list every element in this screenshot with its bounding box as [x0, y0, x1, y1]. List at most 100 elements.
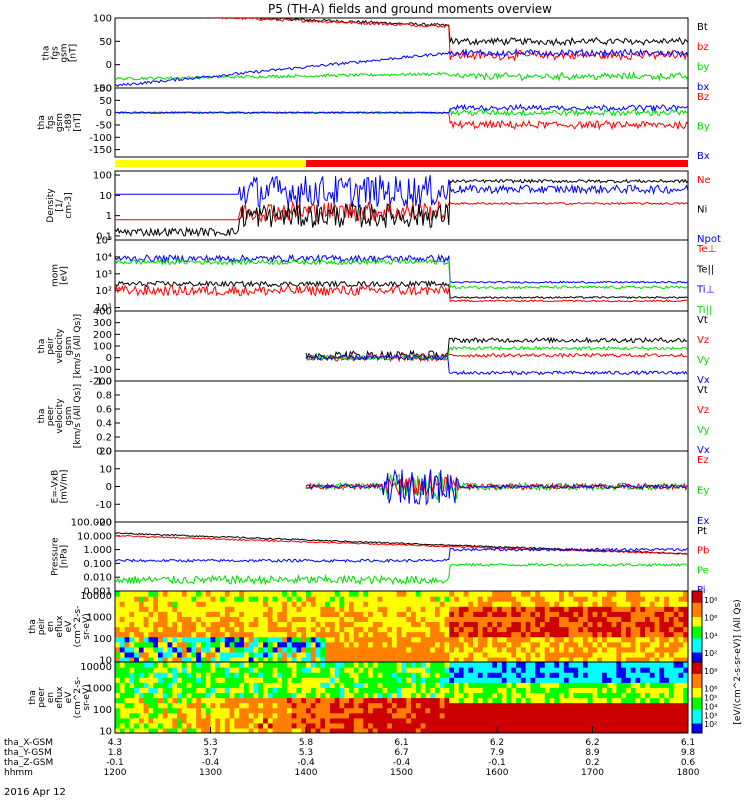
spectrogram-cell	[444, 601, 450, 607]
spectrogram-cell	[449, 702, 455, 709]
spectrogram-cell	[186, 682, 193, 688]
spectrogram-cell	[597, 692, 603, 699]
spectrogram-cell	[492, 596, 498, 602]
spectrogram-cell	[664, 667, 670, 673]
spectrogram-cell	[602, 621, 608, 628]
spectrogram-cell	[635, 651, 641, 658]
spectrogram-cell	[282, 662, 288, 668]
spectrogram-cell	[430, 697, 436, 704]
spectrogram-cell	[535, 591, 541, 597]
spectrogram-cell	[554, 662, 560, 668]
spectrogram-cell	[167, 672, 173, 678]
spectrogram-cell	[372, 611, 379, 617]
spectrogram-cell	[234, 656, 240, 662]
spectrogram-cell	[535, 682, 541, 688]
spectrogram-cell	[635, 727, 641, 733]
spectrogram-cell	[310, 682, 317, 688]
spectrogram-cell	[554, 611, 560, 617]
spectrogram-cell	[683, 662, 688, 668]
spectrogram-cell	[439, 697, 446, 704]
spectrogram-cell	[239, 646, 245, 653]
spectrogram-cell	[539, 712, 546, 719]
spectrogram-cell	[363, 722, 369, 729]
spectrogram-cell	[434, 722, 441, 729]
spectrogram-cell	[492, 722, 498, 729]
spectrogram-cell	[353, 727, 360, 733]
spectrogram-cell	[668, 631, 675, 638]
spectrogram-cell	[401, 636, 407, 643]
spectrogram-cell	[539, 606, 546, 612]
spectrogram-cell	[119, 712, 126, 719]
spectrogram-cell	[134, 662, 140, 668]
spectrogram-cell	[186, 667, 193, 673]
spectrogram-cell	[200, 596, 207, 602]
spectrogram-cell	[177, 692, 183, 699]
spectrogram-cell	[306, 722, 312, 729]
spectrogram-cell	[387, 616, 393, 623]
spectrogram-cell	[229, 682, 235, 688]
spectrogram-cell	[134, 591, 140, 597]
spectrogram-cell	[463, 667, 469, 673]
spectrogram-cell	[411, 596, 417, 602]
spectrogram-cell	[602, 692, 608, 699]
spectrogram-cell	[210, 641, 216, 648]
spectrogram-cell	[286, 611, 293, 617]
spectrogram-cell	[563, 651, 570, 658]
spectrogram-cell	[549, 626, 555, 633]
spectrogram-cell	[430, 682, 436, 688]
spectrogram-cell	[592, 626, 598, 633]
spectrogram-cell	[229, 667, 235, 673]
spectrogram-cell	[458, 677, 465, 683]
spectrogram-cell	[253, 677, 259, 683]
spectrogram-cell	[616, 651, 622, 658]
spectrogram-cell	[210, 651, 216, 658]
spectrogram-cell	[511, 722, 517, 729]
spectrogram-cell	[138, 697, 145, 704]
spectrogram-cell	[497, 667, 503, 673]
colorbar-step	[692, 730, 702, 734]
spectrogram-cell	[568, 667, 575, 673]
spectrogram-cell	[473, 601, 479, 607]
spectrogram-cell	[239, 687, 245, 694]
spectrogram-cell	[396, 616, 403, 623]
spectrogram-cell	[134, 702, 140, 709]
spectrogram-cell	[506, 687, 512, 694]
spectrogram-cell	[344, 626, 350, 633]
spectrogram-cell	[625, 717, 632, 724]
spectrogram-cell	[606, 667, 613, 673]
spectrogram-cell	[492, 611, 498, 617]
spectrogram-cell	[406, 616, 412, 623]
spectrogram-cell	[196, 672, 202, 678]
spectrogram-cell	[348, 712, 355, 719]
spectrogram-cell	[482, 667, 489, 673]
spectrogram-cell	[129, 641, 135, 648]
spectrogram-cell	[645, 682, 651, 688]
spectrogram-cell	[167, 651, 173, 658]
spectrogram-cell	[415, 631, 422, 638]
spectrogram-cell	[124, 712, 130, 719]
spectrogram-cell	[621, 621, 627, 628]
spectrogram-cell	[320, 727, 326, 733]
spectrogram-cell	[578, 712, 584, 719]
spectrogram-cell	[616, 667, 622, 673]
spectrogram-cell	[659, 626, 665, 633]
spectrogram-cell	[229, 636, 235, 643]
spectrogram-cell	[621, 697, 627, 704]
spectrogram-cell	[640, 702, 646, 709]
spectrogram-cell	[645, 656, 651, 662]
spectrogram-cell	[368, 717, 374, 724]
spectrogram-cell	[162, 601, 169, 607]
spectrogram-cell	[329, 662, 336, 668]
spectrogram-cell	[477, 601, 484, 607]
spectrogram-cell	[401, 722, 407, 729]
spectrogram-cell	[368, 621, 374, 628]
spectrogram-cell	[606, 621, 613, 628]
spectrogram-cell	[425, 707, 431, 714]
spectrogram-cell	[253, 672, 259, 678]
spectrogram-cell	[592, 707, 598, 714]
spectrogram-cell	[215, 702, 221, 709]
spectrogram-cell	[296, 591, 302, 597]
spectrogram-cell	[191, 631, 197, 638]
spectrogram-cell	[468, 601, 474, 607]
spectrogram-cell	[582, 677, 589, 683]
